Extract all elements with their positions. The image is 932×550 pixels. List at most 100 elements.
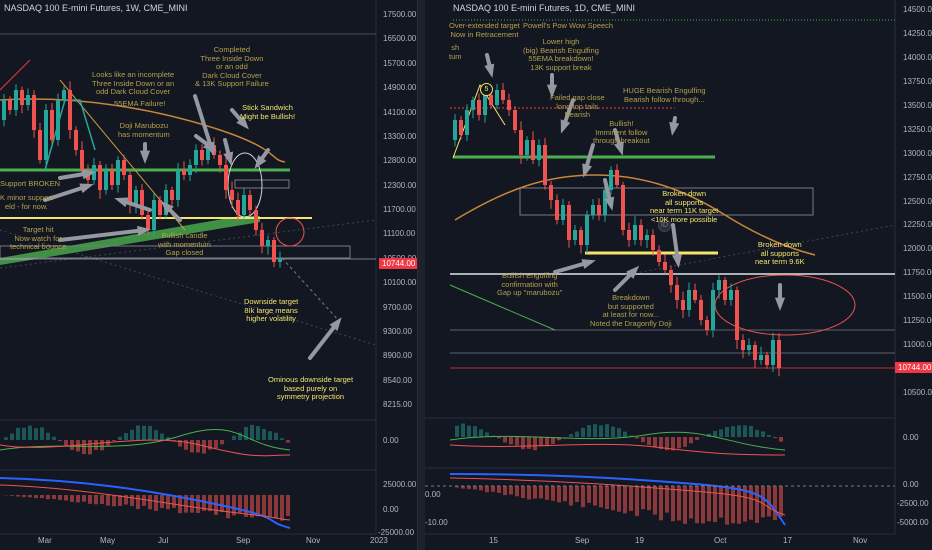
daily-candle	[675, 285, 679, 300]
weekly-candle	[182, 170, 186, 175]
daily-osc2-bar	[593, 486, 597, 506]
annotation-cutoff-momentum: sh tum	[449, 43, 462, 61]
weekly-osc1-bar	[94, 440, 98, 450]
weekly-candle	[8, 100, 12, 110]
weekly-price-label-0: 17500.00	[383, 10, 417, 19]
weekly-osc2-bar	[262, 495, 266, 517]
weekly-osc2-bar	[22, 495, 26, 498]
daily-osc1-bar	[665, 437, 669, 451]
daily-osc2-bar	[671, 486, 675, 522]
weekly-ema-curve	[0, 98, 286, 163]
daily-osc1-bar	[575, 431, 579, 437]
daily-chart-panel[interactable]: NASDAQ 100 E-mini Futures, 1D, CME_MINI …	[425, 0, 932, 550]
weekly-chart-canvas[interactable]	[0, 0, 418, 550]
weekly-candle	[98, 165, 102, 190]
weekly-osc2-bar	[88, 495, 92, 504]
daily-candle	[705, 320, 709, 330]
weekly-osc1-bar	[82, 440, 86, 455]
daily-ema-curve	[454, 174, 816, 256]
daily-osc2-bar	[683, 486, 687, 524]
weekly-osc1-bar	[22, 427, 26, 440]
weekly-price-label-11: 10100.00	[383, 278, 417, 288]
weekly-candle	[110, 170, 114, 185]
weekly-candle	[134, 190, 138, 205]
weekly-osc1-zero-label: 0.00	[383, 436, 399, 445]
weekly-price-tag: 10744.00	[379, 258, 417, 269]
daily-chart-canvas[interactable]	[425, 0, 932, 550]
annotation-huge-bearish-engulfing: HUGE Bearish Engulfing Bearish follow th…	[623, 86, 706, 104]
weekly-box	[0, 245, 351, 259]
daily-osc2-bar	[773, 486, 777, 521]
daily-candle	[489, 95, 493, 105]
weekly-osc1-bar	[154, 430, 158, 440]
daily-osc1-bar	[557, 437, 561, 441]
daily-osc2-bar	[719, 486, 723, 518]
weekly-osc2-bar	[250, 495, 254, 518]
weekly-osc1-bar	[46, 432, 50, 440]
weekly-arrow-2-head	[79, 183, 94, 194]
daily-candle	[747, 345, 751, 350]
weekly-osc2-bar	[280, 495, 284, 521]
daily-osc1-bar	[767, 435, 771, 437]
daily-chart-title[interactable]: NASDAQ 100 E-mini Futures, 1D, CME_MINI	[453, 3, 636, 13]
weekly-dotted-trend-2	[0, 219, 377, 269]
daily-candle	[627, 230, 631, 240]
daily-candle	[693, 290, 697, 300]
weekly-osc2-bar	[94, 495, 98, 505]
daily-osc1-bar	[659, 437, 663, 450]
panel-divider[interactable]	[418, 0, 425, 550]
event-marker-icon[interactable]: ID	[658, 219, 671, 232]
daily-osc2-label-2: -2500.00	[897, 499, 929, 508]
weekly-osc1-bar	[250, 424, 254, 440]
daily-osc1-bar	[683, 437, 687, 447]
daily-osc1-bar	[755, 429, 759, 437]
daily-osc2-bar	[695, 486, 699, 524]
daily-arrow-7-head	[671, 253, 683, 268]
daily-osc2-label-3: -5000.00	[897, 518, 929, 527]
wave-5-badge[interactable]: 5	[480, 83, 493, 96]
daily-osc1-bar	[647, 437, 651, 445]
weekly-osc1-bar	[280, 438, 284, 440]
daily-price-label-3: 13750.00	[903, 76, 932, 86]
weekly-osc2-bar	[160, 495, 164, 508]
daily-candle	[711, 290, 715, 330]
daily-candle	[735, 290, 739, 340]
annotation-doji-marubozu: Doji Marubozu has momentum	[118, 121, 170, 139]
weekly-candle	[224, 165, 228, 190]
weekly-osc2-bar	[142, 495, 146, 506]
weekly-candle	[254, 210, 258, 230]
daily-osc1-bar	[593, 424, 597, 437]
annotation-55ema-failure: 55EMA Failure!	[114, 99, 166, 108]
weekly-target-circle	[275, 217, 305, 247]
weekly-osc1-bar	[262, 428, 266, 440]
daily-candle	[477, 100, 481, 115]
weekly-chart-title[interactable]: NASDAQ 100 E-mini Futures, 1W, CME_MINI	[4, 3, 188, 13]
daily-arrow-6-head	[669, 121, 680, 136]
daily-osc2-bar	[473, 486, 477, 490]
daily-price-label-12: 11500.00	[903, 292, 932, 302]
weekly-osc2-label-3: -25000.00	[378, 528, 415, 537]
daily-candle	[459, 120, 463, 135]
weekly-osc1-bar	[88, 440, 92, 455]
daily-osc2-bar	[641, 486, 645, 510]
weekly-candle	[260, 230, 264, 246]
daily-osc2-bar	[689, 486, 693, 519]
daily-candle	[651, 235, 655, 250]
weekly-candle	[56, 100, 60, 140]
weekly-price-label-14: 8900.00	[383, 351, 412, 361]
daily-osc2-bar	[581, 486, 585, 508]
daily-osc1-bar	[629, 435, 633, 437]
daily-candle	[561, 205, 565, 220]
weekly-osc2-bar	[286, 495, 290, 516]
daily-osc2-bar	[587, 486, 591, 503]
daily-osc2-bar	[737, 486, 741, 524]
daily-price-label-6: 13000.00	[903, 148, 932, 158]
weekly-chart-panel[interactable]: NASDAQ 100 E-mini Futures, 1W, CME_MINI …	[0, 0, 418, 550]
weekly-time-label-2023: 2023	[370, 536, 388, 545]
weekly-osc1-bar	[268, 431, 272, 440]
daily-candle	[585, 215, 589, 245]
daily-osc2-bar	[599, 486, 603, 508]
weekly-price-label-5: 13300.00	[383, 131, 417, 141]
daily-osc2-bar	[743, 486, 747, 522]
weekly-osc1-bar	[184, 440, 188, 450]
